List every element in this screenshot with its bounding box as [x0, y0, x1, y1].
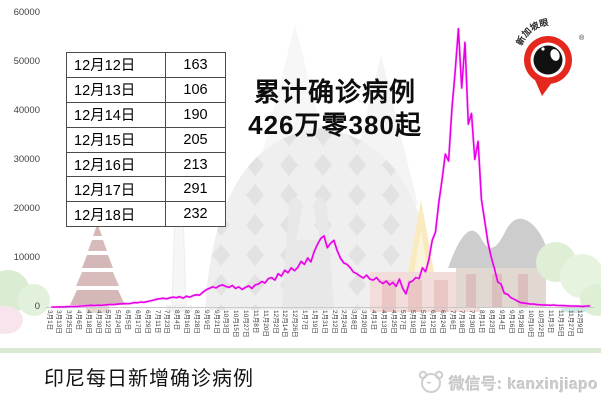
green-divider-band	[0, 348, 601, 353]
table-date-cell: 12月15日	[66, 126, 166, 153]
y-tick-label: 0	[34, 301, 40, 312]
annotation-line2: 426万零380起	[248, 110, 422, 140]
x-tick-label: 12月26日	[291, 310, 299, 338]
x-tick-label: 6月24日	[438, 310, 446, 334]
x-tick-label: 4月6日	[74, 310, 82, 331]
table-value-cell: 213	[165, 151, 226, 178]
x-tick-label: 8月23日	[487, 310, 495, 334]
annotation-line1: 累计确诊病例	[253, 77, 416, 107]
x-tick-label: 1月7日	[301, 310, 309, 331]
mascot-face-icon	[418, 370, 444, 393]
x-tick-label: 12月14日	[281, 310, 289, 338]
x-tick-label: 5月31日	[419, 310, 427, 334]
xinjiapoyan-logo: 新加坡眼 ®	[514, 17, 585, 96]
background-landmarks-illustration	[0, 55, 601, 334]
table-value-cell: 106	[165, 76, 226, 103]
line-chart	[46, 27, 594, 309]
x-tick-label: 4月13日	[379, 310, 387, 334]
x-tick-label: 1月19日	[310, 310, 318, 334]
x-tick-label: 5月19日	[409, 310, 417, 334]
x-tick-label: 3月13日	[55, 310, 63, 334]
x-tick-label: 8月16日	[183, 310, 191, 334]
x-tick-label: 10月15日	[232, 310, 240, 338]
y-tick-label: 50000	[13, 56, 40, 67]
x-tick-label: 1月31日	[320, 310, 328, 334]
x-tick-label: 4月18日	[84, 310, 92, 334]
table-date-cell: 12月18日	[66, 201, 166, 228]
x-tick-label: 9月28日	[517, 310, 525, 334]
logo-eye-icon	[524, 36, 572, 96]
table-value-cell: 190	[165, 101, 226, 128]
x-tick-label: 10月27日	[242, 310, 250, 338]
x-tick-label: 4月1日	[369, 310, 377, 331]
table-row: 12月15日 205	[66, 126, 226, 153]
x-tick-label: 7月18日	[458, 310, 466, 334]
pagoda-icon	[70, 224, 125, 313]
x-tick-label: 7月30日	[468, 310, 476, 334]
x-tick-label: 3月25日	[65, 310, 73, 334]
x-tick-label: 5月7日	[399, 310, 407, 331]
table-row: 12月14日 190	[66, 101, 226, 128]
table-row: 12月18日 232	[66, 201, 226, 228]
x-tick-label: 2月24日	[340, 310, 348, 334]
x-tick-label: 10月22日	[537, 310, 545, 338]
table-value-cell: 291	[165, 176, 226, 203]
table-row: 12月13日 106	[66, 76, 226, 103]
x-tick-label: 11月15日	[556, 310, 564, 337]
y-tick-label: 10000	[13, 252, 40, 263]
x-tick-label: 6月5日	[124, 310, 132, 331]
borobudur-icon	[205, 128, 438, 310]
chart-title: 印尼每日新增确诊病例	[44, 368, 254, 390]
table-date-cell: 12月17日	[66, 176, 166, 203]
x-tick-label: 5月24日	[114, 310, 122, 334]
x-tick-label: 6月12日	[428, 310, 436, 334]
x-tick-label: 11月3日	[546, 310, 554, 334]
table-date-cell: 12月16日	[66, 151, 166, 178]
x-tick-label: 6月29日	[143, 310, 151, 334]
x-tick-label: 11月20日	[261, 310, 269, 337]
y-tick-label: 20000	[13, 203, 40, 214]
table-value-cell: 232	[165, 201, 226, 228]
x-tick-label: 7月23日	[163, 310, 171, 334]
y-tick-label: 30000	[13, 154, 40, 165]
y-tick-label: 40000	[13, 105, 40, 116]
table-row: 12月17日 291	[66, 176, 226, 203]
x-tick-label: 9月9日	[202, 310, 210, 331]
table-value-cell: 205	[165, 126, 226, 153]
x-tick-label: 3月20日	[360, 310, 368, 334]
table-date-cell: 12月13日	[66, 76, 166, 103]
x-tick-label: 10月3日	[222, 310, 230, 334]
table-value-cell: 163	[165, 52, 226, 78]
wechat-id-watermark: 微信号: kanxinjiapo	[449, 376, 599, 393]
x-tick-label: 8月28日	[192, 310, 200, 334]
x-tick-label: 11月8日	[251, 310, 259, 334]
x-tick-label: 12月9日	[576, 310, 584, 334]
x-tick-label: 9月4日	[497, 310, 505, 331]
cumulative-cases-annotation: 累计确诊病例 426万零380起	[231, 76, 439, 142]
daily-cases-table: 12月12日 163 12月13日 106 12月14日 190 12月15日 205 12月1…	[66, 52, 226, 228]
minangkabau-house-icon	[448, 218, 552, 308]
x-tick-label: 8月4日	[173, 310, 181, 331]
table-date-cell: 12月14日	[66, 101, 166, 128]
registered-mark: ®	[579, 34, 585, 42]
x-tick-label: 3月1日	[45, 310, 53, 331]
tree-icon	[0, 270, 50, 334]
x-tick-label: 5月12日	[104, 310, 112, 334]
golden-spire-icon	[402, 200, 440, 305]
table-date-cell: 12月12日	[66, 52, 166, 78]
x-tick-label: 8月11日	[478, 310, 486, 334]
daily-cases-series	[51, 27, 591, 308]
table-row: 12月12日 163	[66, 52, 226, 78]
x-tick-label: 6月17日	[133, 310, 141, 334]
red-building-icon	[370, 272, 480, 312]
table-row: 12月16日 213	[66, 151, 226, 178]
y-tick-label: 60000	[13, 7, 40, 18]
x-tick-label: 10月10日	[527, 310, 535, 338]
x-tick-label: 3月8日	[350, 310, 358, 331]
